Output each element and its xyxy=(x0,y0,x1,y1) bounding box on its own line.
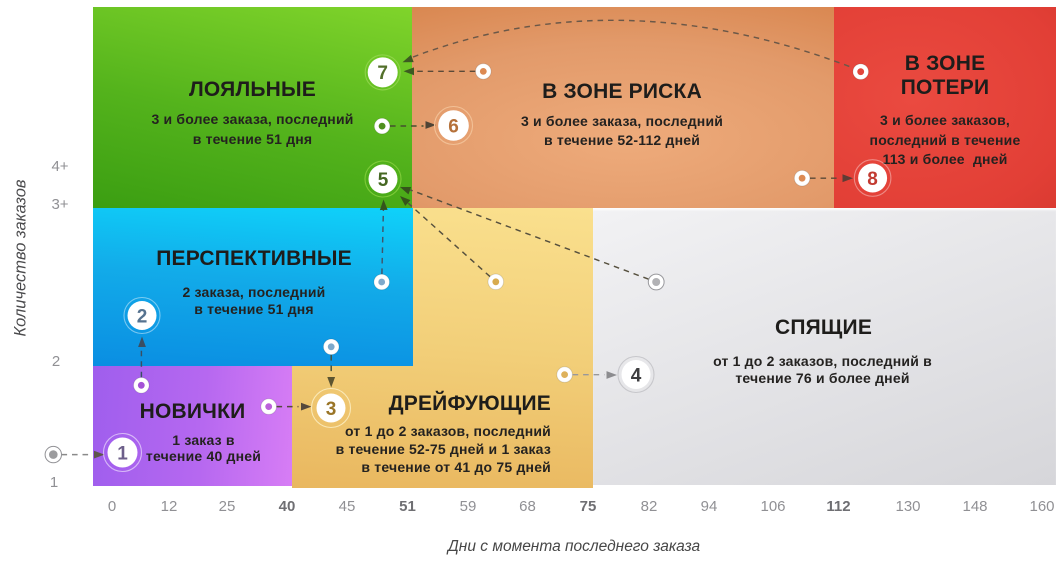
svg-text:2: 2 xyxy=(137,306,148,327)
svg-text:8: 8 xyxy=(867,169,878,190)
svg-text:7: 7 xyxy=(377,63,388,84)
svg-text:5: 5 xyxy=(378,170,389,191)
svg-text:6: 6 xyxy=(448,116,459,137)
svg-text:3: 3 xyxy=(326,399,337,420)
svg-text:1: 1 xyxy=(117,443,128,464)
svg-text:4: 4 xyxy=(631,365,642,386)
